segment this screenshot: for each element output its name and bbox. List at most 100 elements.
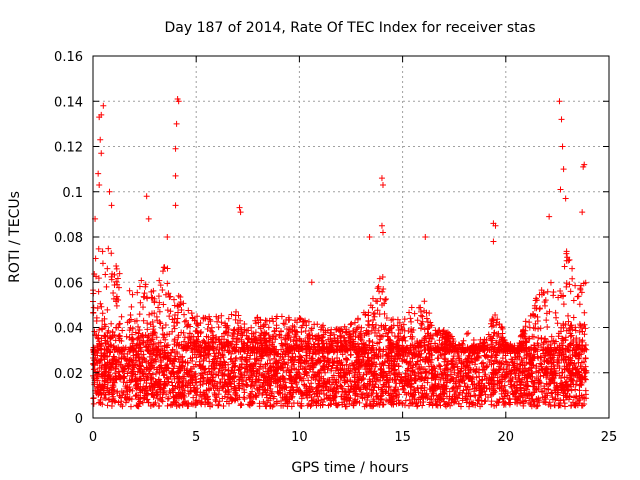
data-point	[152, 370, 159, 377]
data-point	[108, 402, 115, 409]
data-point	[437, 351, 444, 358]
data-point	[189, 357, 196, 364]
data-point	[408, 374, 415, 381]
data-point	[472, 358, 479, 365]
data-point	[501, 393, 508, 400]
data-point	[325, 386, 332, 393]
data-point	[308, 380, 315, 387]
data-point	[158, 397, 165, 404]
data-point	[159, 394, 166, 401]
data-point	[402, 397, 409, 404]
data-point	[182, 377, 189, 384]
data-point	[90, 400, 97, 407]
data-point	[447, 402, 454, 409]
data-point	[558, 369, 565, 376]
data-point	[447, 368, 454, 375]
data-point	[156, 402, 163, 409]
data-point	[561, 374, 568, 381]
data-point	[520, 402, 527, 409]
data-point	[188, 400, 195, 407]
data-point	[176, 359, 183, 366]
data-point	[358, 391, 365, 398]
data-point	[449, 385, 456, 392]
data-point	[282, 361, 289, 368]
data-point	[143, 364, 150, 371]
data-point	[418, 385, 425, 392]
data-point	[347, 352, 354, 359]
data-point	[360, 371, 367, 378]
data-point	[391, 371, 398, 378]
data-point	[550, 361, 557, 368]
data-point	[415, 389, 422, 396]
data-point	[373, 400, 380, 407]
data-point	[478, 360, 485, 367]
data-point	[115, 368, 122, 375]
data-point	[533, 368, 540, 375]
data-point	[220, 383, 227, 390]
data-point	[353, 365, 360, 372]
data-point	[385, 384, 392, 391]
data-point	[537, 360, 544, 367]
data-point	[581, 395, 588, 402]
data-point	[450, 355, 457, 362]
data-point	[159, 370, 166, 377]
data-point	[548, 390, 555, 397]
data-point	[522, 397, 529, 404]
data-point	[146, 370, 153, 377]
data-point	[401, 402, 408, 409]
data-point	[151, 401, 158, 408]
data-point	[582, 342, 589, 349]
data-point	[330, 386, 337, 393]
data-point	[269, 363, 276, 370]
data-point	[508, 356, 515, 363]
data-point	[256, 376, 263, 383]
data-point	[184, 359, 191, 366]
data-point	[493, 402, 500, 409]
data-point	[581, 375, 588, 382]
data-points	[90, 95, 590, 410]
data-point	[251, 382, 258, 389]
data-point	[220, 402, 227, 409]
data-point	[559, 369, 566, 376]
data-point	[465, 330, 472, 337]
data-point	[435, 381, 442, 388]
data-point	[500, 402, 507, 409]
data-point	[479, 359, 486, 366]
data-point	[443, 362, 450, 369]
data-point	[123, 333, 130, 340]
data-point	[537, 373, 544, 380]
data-point	[473, 374, 480, 381]
data-point	[210, 366, 217, 373]
data-point	[284, 364, 291, 371]
data-point	[567, 375, 574, 382]
data-point	[136, 326, 143, 333]
data-point	[523, 359, 530, 366]
data-point	[356, 369, 363, 376]
data-point	[470, 336, 477, 343]
data-point	[496, 396, 503, 403]
data-point	[164, 395, 171, 402]
data-point	[481, 398, 488, 405]
data-point	[400, 386, 407, 393]
data-point	[129, 331, 136, 338]
data-point	[212, 398, 219, 405]
data-point	[482, 371, 489, 378]
data-point	[422, 374, 429, 381]
data-point	[374, 374, 381, 381]
data-point	[345, 383, 352, 390]
data-point	[124, 391, 131, 398]
data-point	[344, 356, 351, 363]
data-point	[582, 363, 589, 370]
data-point	[452, 380, 459, 387]
data-point	[502, 358, 509, 365]
data-point	[513, 396, 520, 403]
data-point	[260, 364, 267, 371]
data-point	[152, 356, 159, 363]
data-point	[463, 331, 470, 338]
data-point	[460, 387, 467, 394]
data-point	[132, 329, 139, 336]
data-point	[453, 383, 460, 390]
data-point	[399, 400, 406, 407]
data-point	[139, 399, 146, 406]
